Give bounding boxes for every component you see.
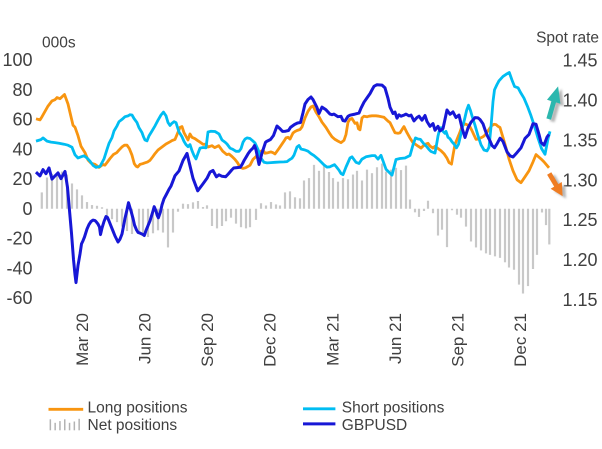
svg-text:Sep 20: Sep 20 <box>198 313 217 367</box>
svg-text:Jun 20: Jun 20 <box>136 313 155 364</box>
svg-text:1.20: 1.20 <box>562 250 597 270</box>
svg-text:1.15: 1.15 <box>562 290 597 310</box>
svg-text:Sep 21: Sep 21 <box>448 313 467 367</box>
svg-text:1.45: 1.45 <box>562 51 597 71</box>
svg-text:40: 40 <box>12 139 32 159</box>
svg-text:Net positions: Net positions <box>88 417 178 434</box>
svg-text:Mar 20: Mar 20 <box>73 313 92 366</box>
svg-text:Mar 21: Mar 21 <box>323 313 342 366</box>
svg-text:20: 20 <box>12 169 32 189</box>
svg-text:000s: 000s <box>42 35 76 52</box>
svg-text:0: 0 <box>22 199 32 219</box>
svg-text:1.35: 1.35 <box>562 130 597 150</box>
svg-text:Spot rate: Spot rate <box>536 30 599 47</box>
svg-text:Short positions: Short positions <box>342 400 445 417</box>
svg-text:Dec 20: Dec 20 <box>261 313 280 367</box>
svg-text:Jun 21: Jun 21 <box>386 313 405 364</box>
svg-text:Dec 21: Dec 21 <box>511 313 530 367</box>
svg-text:-40: -40 <box>6 258 32 278</box>
svg-text:-20: -20 <box>6 229 32 249</box>
svg-text:GBPUSD: GBPUSD <box>342 417 407 434</box>
svg-text:-60: -60 <box>6 288 32 308</box>
svg-text:60: 60 <box>12 110 32 130</box>
svg-text:80: 80 <box>12 80 32 100</box>
svg-text:1.25: 1.25 <box>562 210 597 230</box>
svg-text:1.40: 1.40 <box>562 91 597 111</box>
svg-text:Long positions: Long positions <box>88 400 188 417</box>
svg-text:100: 100 <box>2 50 32 70</box>
svg-text:1.30: 1.30 <box>562 170 597 190</box>
